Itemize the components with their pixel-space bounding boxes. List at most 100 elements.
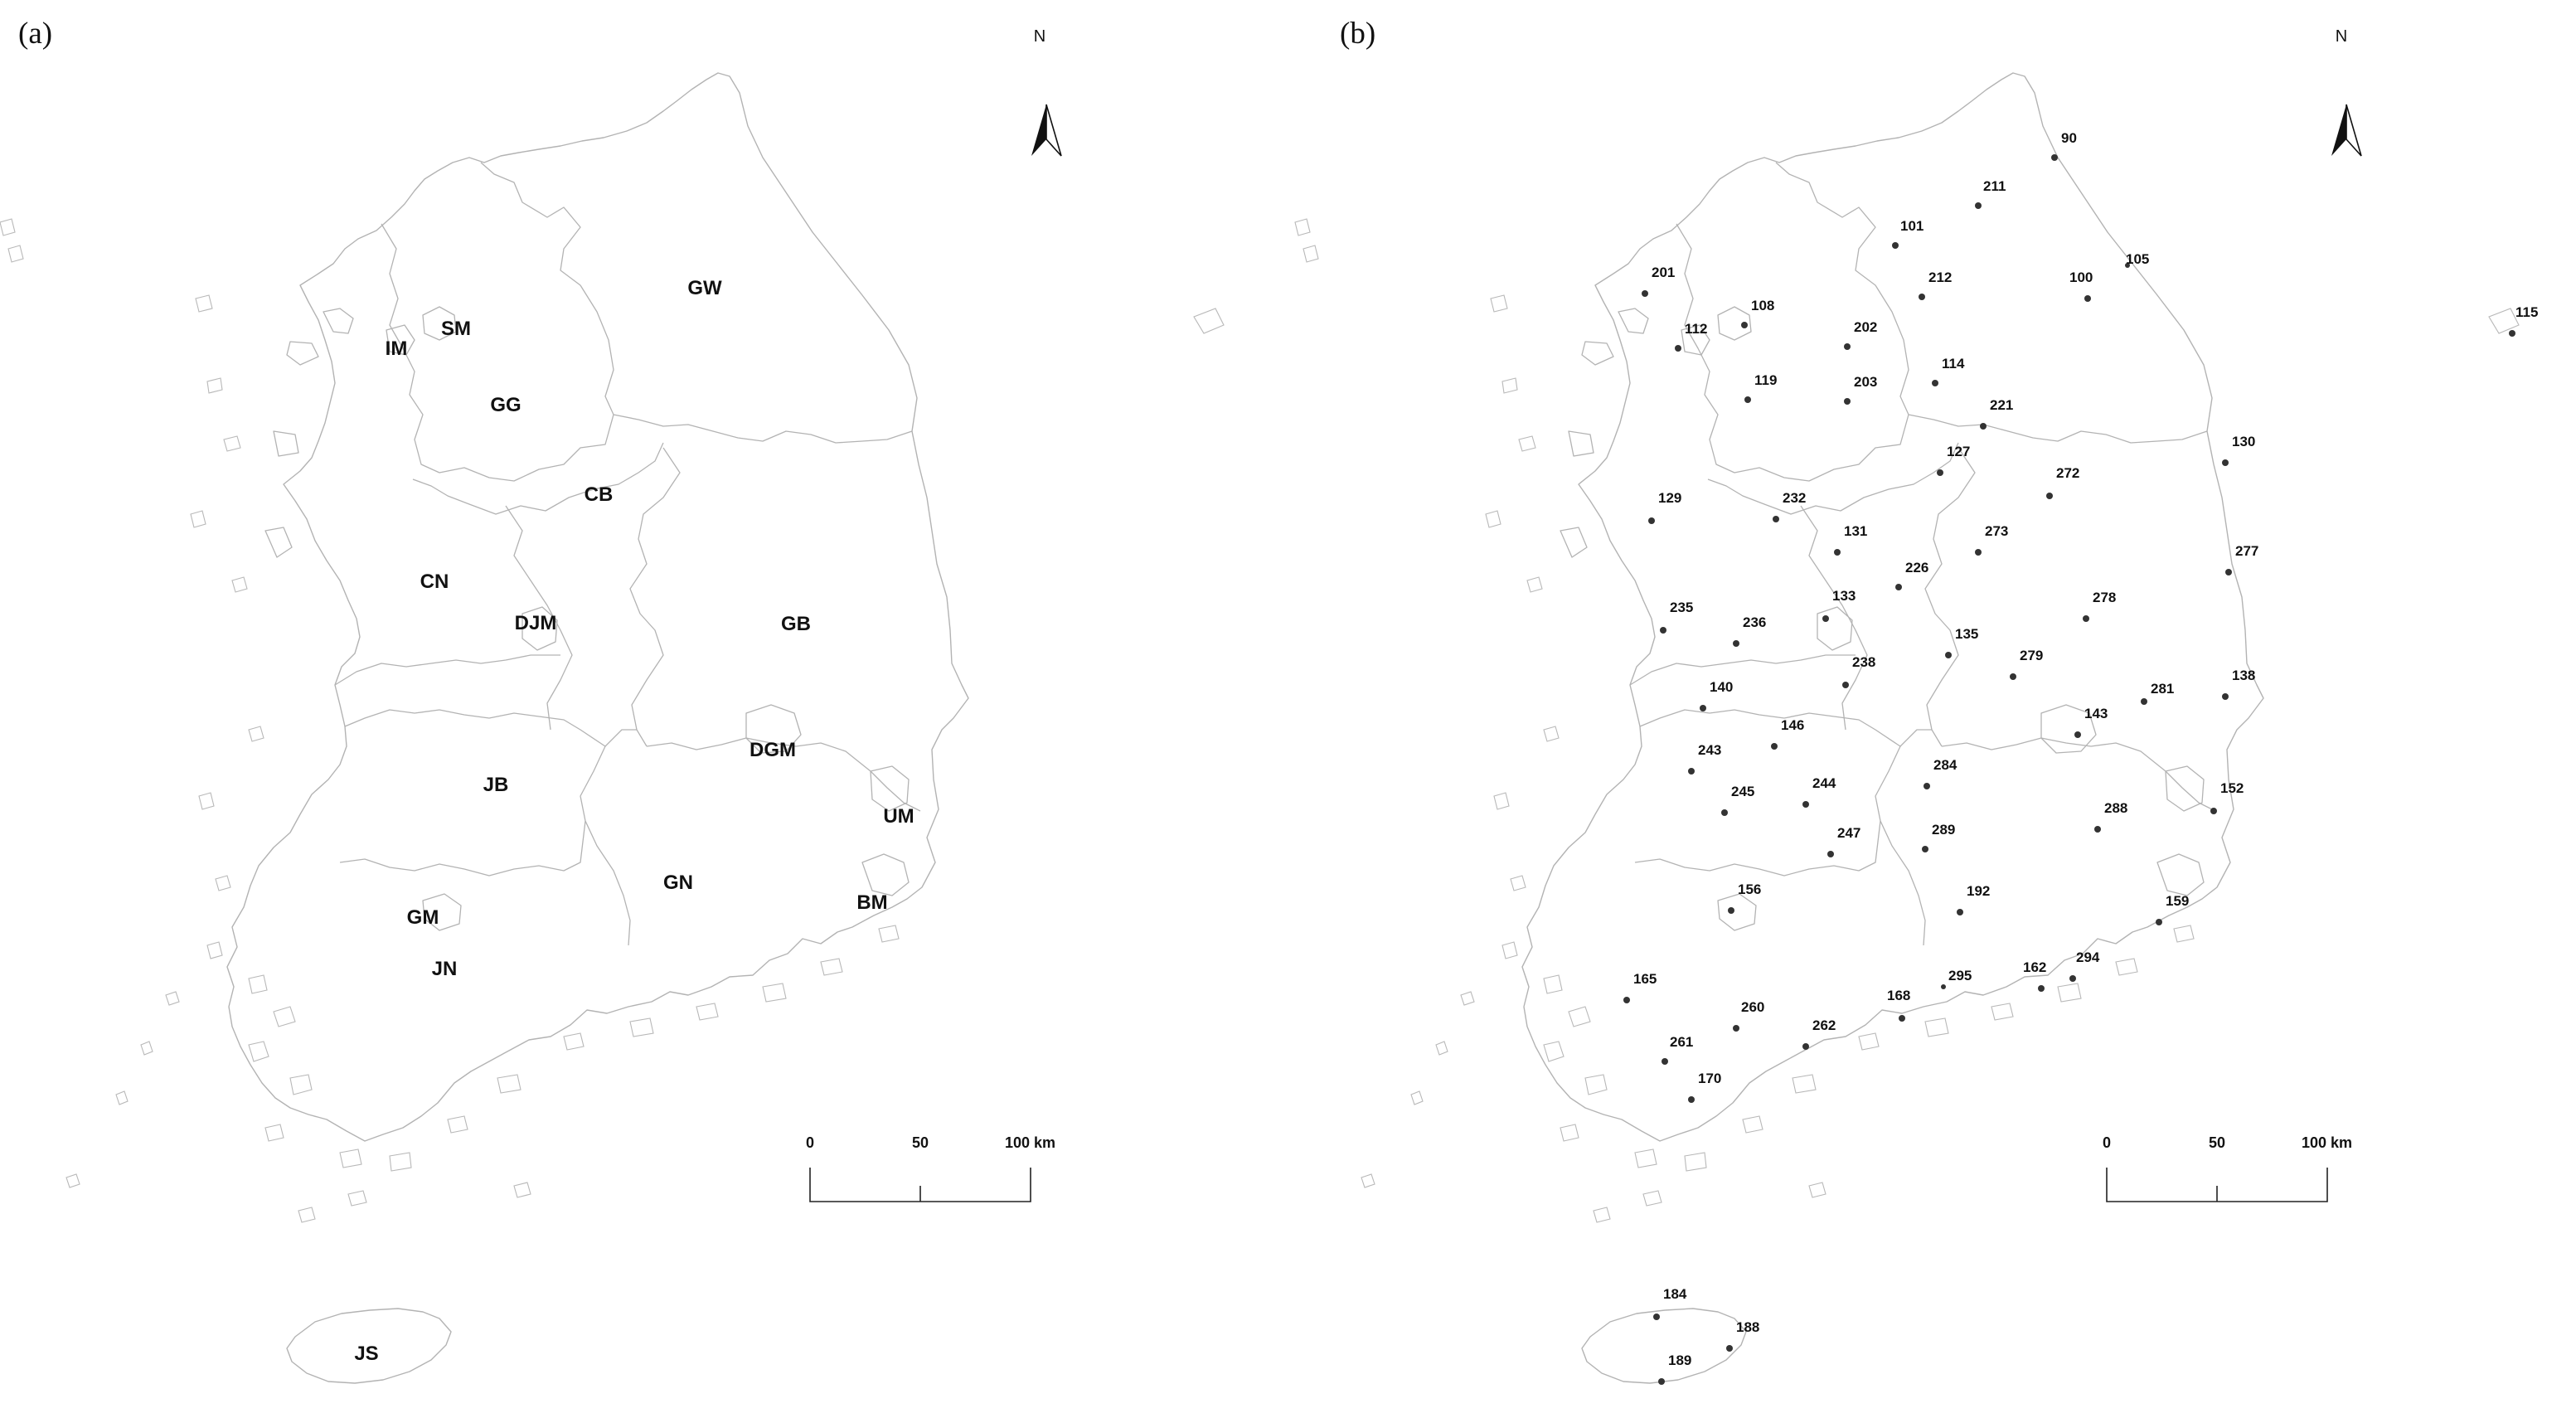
- panel-b-scale-bar: 0 50 100 km: [2103, 1134, 2352, 1202]
- station-dot: [2210, 808, 2217, 814]
- region-label-gn: GN: [663, 872, 693, 894]
- region-label-sm: SM: [441, 318, 471, 340]
- region-label-gg: GG: [490, 394, 521, 416]
- station-label: 244: [1812, 775, 1836, 791]
- station-label: 168: [1887, 988, 1910, 1003]
- station-211: 211: [1975, 178, 2006, 209]
- station-dot: [1844, 343, 1851, 350]
- station-label: 236: [1743, 614, 1766, 630]
- station-146: 146: [1771, 717, 1804, 750]
- station-label: 279: [2020, 648, 2043, 663]
- station-dot: [2509, 330, 2515, 337]
- station-dot: [1945, 652, 1952, 658]
- station-label: 131: [1844, 523, 1867, 539]
- station-dot: [1688, 1096, 1695, 1103]
- station-289: 289: [1922, 822, 1955, 852]
- station-dot: [2222, 459, 2229, 466]
- station-238: 238: [1842, 654, 1875, 688]
- station-192: 192: [1957, 883, 1990, 915]
- station-189: 189: [1658, 1352, 1691, 1385]
- station-245: 245: [1721, 784, 1754, 816]
- station-dot: [2141, 698, 2147, 705]
- station-dot: [2083, 615, 2089, 622]
- station-label: 129: [1658, 490, 1681, 506]
- scale-label-0: 0: [806, 1134, 814, 1151]
- north-arrow-icon: [2331, 104, 2362, 157]
- station-dot: [1741, 322, 1748, 328]
- station-165: 165: [1623, 971, 1657, 1003]
- station-label: 221: [1990, 397, 2013, 413]
- station-156: 156: [1728, 881, 1761, 914]
- station-label: 247: [1837, 825, 1860, 841]
- station-135: 135: [1945, 626, 1978, 658]
- station-dot: [1721, 809, 1728, 816]
- station-277: 277: [2225, 543, 2258, 575]
- station-label: 146: [1781, 717, 1804, 733]
- station-202: 202: [1844, 319, 1877, 350]
- station-dot: [2069, 975, 2076, 982]
- station-127: 127: [1937, 444, 1970, 476]
- station-162: 162: [2023, 959, 2046, 992]
- station-label: 143: [2084, 706, 2108, 721]
- station-dot: [1937, 469, 1943, 476]
- scale-label-50: 50: [2209, 1134, 2225, 1151]
- station-dot: [1924, 783, 1930, 789]
- station-dot: [2046, 493, 2053, 499]
- station-272: 272: [2046, 465, 2079, 499]
- station-101: 101: [1892, 218, 1924, 249]
- station-dot: [1728, 907, 1734, 914]
- station-221: 221: [1980, 397, 2013, 430]
- north-label: N: [2336, 27, 2347, 46]
- station-dot: [1957, 909, 1963, 915]
- station-label: 212: [1928, 270, 1952, 285]
- station-label: 284: [1933, 757, 1957, 773]
- station-label: 243: [1698, 742, 1721, 758]
- station-dot: [1844, 398, 1851, 405]
- station-235: 235: [1660, 600, 1693, 634]
- station-label: 135: [1955, 626, 1978, 642]
- panel-b: (b) N 0 50 100 km 90 211 101 105 100 201…: [1294, 17, 2538, 1385]
- station-label: 165: [1633, 971, 1657, 987]
- station-90: 90: [2051, 130, 2077, 161]
- station-label: 188: [1736, 1319, 1759, 1335]
- station-dot: [1662, 1058, 1668, 1065]
- station-label: 192: [1967, 883, 1990, 899]
- station-label: 211: [1983, 178, 2006, 194]
- station-dot: [1744, 396, 1751, 403]
- region-label-bm: BM: [856, 891, 887, 914]
- station-212: 212: [1919, 270, 1952, 300]
- station-label: 273: [1985, 523, 2008, 539]
- station-dot: [1892, 242, 1899, 249]
- station-dot: [1653, 1314, 1660, 1320]
- station-236: 236: [1733, 614, 1766, 647]
- north-arrow-icon: [1031, 104, 1062, 157]
- station-232: 232: [1773, 490, 1806, 522]
- station-100: 100: [2069, 270, 2093, 302]
- station-262: 262: [1802, 1017, 1836, 1050]
- station-label: 127: [1947, 444, 1970, 459]
- station-dot: [1932, 380, 1938, 386]
- panel-b-north-arrow: N: [2331, 27, 2362, 157]
- region-label-im: IM: [386, 338, 408, 360]
- region-label-js: JS: [354, 1343, 378, 1365]
- station-284: 284: [1924, 757, 1957, 789]
- station-label: 90: [2061, 130, 2077, 146]
- station-281: 281: [2141, 681, 2174, 705]
- station-dot: [1660, 627, 1666, 634]
- panel-a-scale-bar: 0 50 100 km: [806, 1134, 1055, 1202]
- scale-label-100: 100 km: [1005, 1134, 1055, 1151]
- scale-label-0: 0: [2103, 1134, 2111, 1151]
- station-129: 129: [1648, 490, 1681, 524]
- station-dot: [1842, 682, 1849, 688]
- station-label: 238: [1852, 654, 1875, 670]
- station-dot: [2156, 919, 2162, 925]
- station-label: 159: [2166, 893, 2189, 909]
- station-label: 272: [2056, 465, 2079, 481]
- station-dot: [2225, 569, 2232, 575]
- panel-a-north-arrow: N: [1031, 27, 1062, 157]
- station-label: 105: [2126, 251, 2149, 267]
- station-105: 105: [2125, 251, 2149, 268]
- station-label: 278: [2093, 590, 2116, 605]
- station-dot: [1834, 549, 1841, 556]
- station-dot: [2074, 731, 2081, 738]
